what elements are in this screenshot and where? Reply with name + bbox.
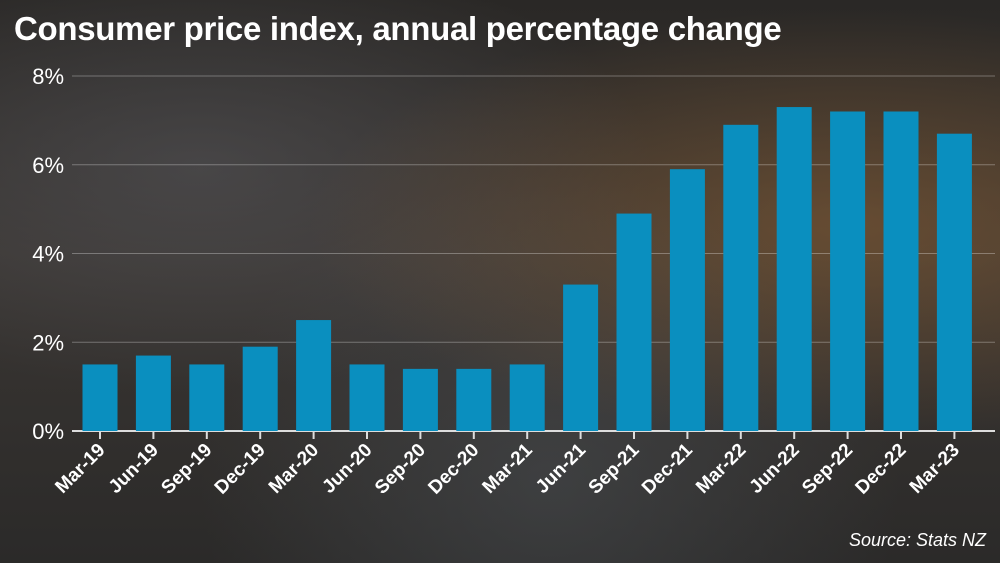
bar-Mar-21 [509,364,545,431]
y-tick-label: 4% [32,242,64,267]
x-tick-label: Jun-19 [105,440,163,498]
bar-Jun-22 [776,107,812,431]
x-tick-label: Sep-21 [585,439,644,498]
x-tick-label: Jun-22 [746,440,804,498]
x-tick-label: Sep-20 [371,440,430,499]
y-tick-label: 8% [32,64,64,89]
bar-Mar-20 [296,320,332,431]
bar-Sep-22 [830,111,866,431]
bar-Jun-20 [349,364,385,431]
x-tick-label: Dec-20 [424,440,483,499]
y-tick-label: 2% [32,330,64,355]
bar-Sep-21 [616,213,652,431]
chart-title: Consumer price index, annual percentage … [14,10,782,47]
bar-Dec-20 [456,368,492,431]
x-tick-label: Mar-23 [906,440,964,498]
bar-Dec-19 [242,346,278,431]
x-tick-label: Sep-22 [798,440,857,499]
bar-Jun-19 [135,355,171,431]
bar-Mar-22 [723,124,759,431]
x-tick-label: Dec-22 [852,440,911,499]
x-tick-label: Dec-19 [211,440,270,499]
bar-Dec-21 [669,169,705,431]
y-tick-label: 6% [32,153,64,178]
source-note: Source: Stats NZ [848,530,986,550]
bar-Mar-23 [936,133,972,431]
x-tick-label: Mar-21 [479,439,537,497]
x-tick-label: Mar-22 [692,440,750,498]
x-tick-label: Mar-20 [265,440,323,498]
x-tick-label: Jun-21 [532,439,590,497]
bar-Mar-19 [82,364,118,431]
bar-Jun-21 [563,284,599,431]
y-tick-label: 0% [32,419,64,444]
bar-Sep-20 [402,368,438,431]
x-tick-label: Dec-21 [638,439,697,498]
x-tick-label: Jun-20 [318,440,376,498]
x-tick-label: Mar-19 [51,440,109,498]
bar-Sep-19 [189,364,225,431]
x-tick-label: Sep-19 [157,440,216,499]
bar-Dec-22 [883,111,919,431]
